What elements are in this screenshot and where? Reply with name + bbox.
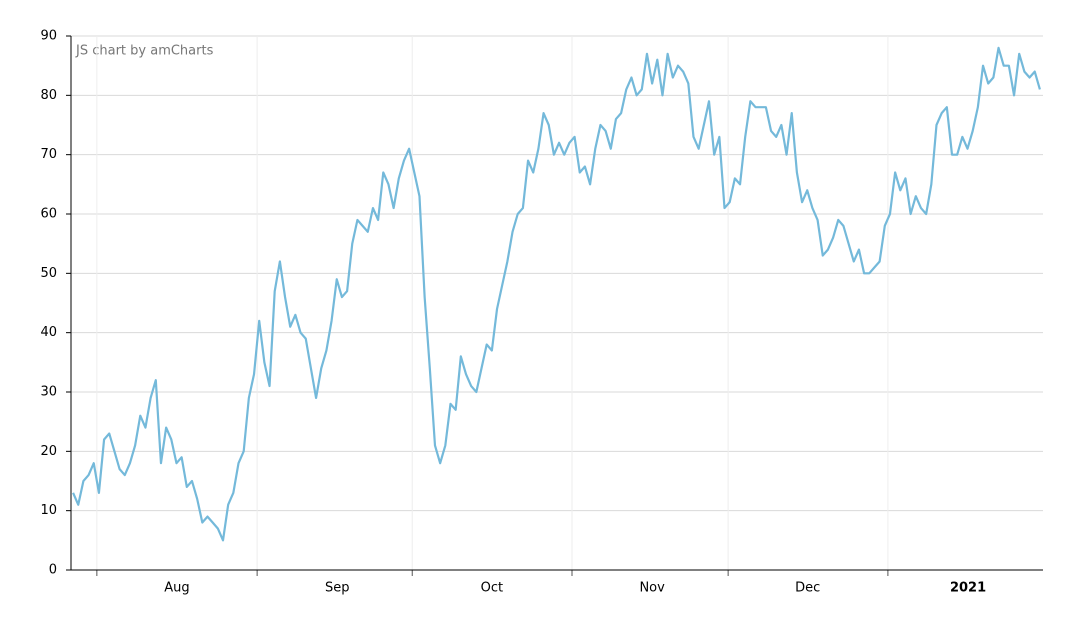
y-tick-label: 50 <box>40 266 57 281</box>
chart-credit: JS chart by amCharts <box>75 44 214 59</box>
y-tick-label: 20 <box>40 444 57 459</box>
x-tick-label: Oct <box>481 581 503 596</box>
y-tick-label: 60 <box>40 207 57 222</box>
x-tick-label: Dec <box>795 581 820 596</box>
y-tick-label: 0 <box>49 563 57 578</box>
x-tick-label: Aug <box>164 581 189 596</box>
x-tick-label: Sep <box>325 581 350 596</box>
y-tick-label: 90 <box>40 29 57 44</box>
y-tick-label: 10 <box>40 503 57 518</box>
x-tick-label: Nov <box>639 581 665 596</box>
x-tick-label: 2021 <box>950 581 986 596</box>
y-tick-label: 30 <box>40 385 57 400</box>
y-tick-label: 70 <box>40 147 57 162</box>
y-tick-label: 80 <box>40 88 57 103</box>
line-series <box>72 46 1041 542</box>
y-tick-label: 40 <box>40 325 57 340</box>
